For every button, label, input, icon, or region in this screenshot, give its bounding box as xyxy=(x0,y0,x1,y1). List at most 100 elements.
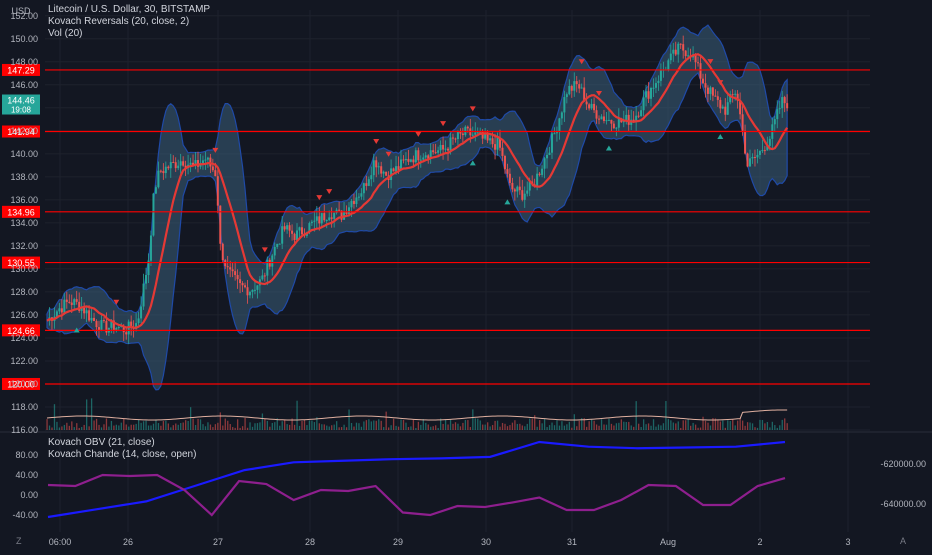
volume-bar xyxy=(328,426,330,430)
volume-bar xyxy=(576,426,578,430)
volume-bar xyxy=(63,424,66,430)
volume-bar xyxy=(261,413,264,430)
candle-body xyxy=(484,134,487,139)
volume-bar xyxy=(586,426,588,430)
indicator-kovach-obv[interactable]: Kovach OBV (21, close) xyxy=(48,437,155,448)
volume-bar xyxy=(249,422,251,430)
volume-bar xyxy=(133,424,135,430)
candle-body xyxy=(617,118,620,128)
volume-bar xyxy=(227,420,229,430)
candle-body xyxy=(647,91,650,99)
lower-left-tick-label: 40.00 xyxy=(15,470,38,480)
volume-bar xyxy=(650,425,652,430)
candle-body xyxy=(216,176,219,206)
candle-body xyxy=(293,233,296,241)
candle-body xyxy=(323,213,326,221)
reversal-up-marker xyxy=(605,145,612,151)
candle-body xyxy=(503,155,506,170)
candle-body xyxy=(360,193,363,197)
volume-bar xyxy=(108,426,110,430)
level-label: 147.29 xyxy=(7,65,35,75)
candle-body xyxy=(489,138,492,141)
candle-body xyxy=(506,169,509,174)
volume-bar xyxy=(529,418,531,430)
volume-bar xyxy=(744,425,746,430)
candle-body xyxy=(140,306,143,319)
volume-bar xyxy=(608,418,610,430)
volume-bar xyxy=(95,418,98,430)
volume-bar xyxy=(363,421,365,430)
auto-scale-toggle[interactable]: A xyxy=(900,536,907,546)
candle-body xyxy=(734,93,737,95)
price-tick-label: 126.00 xyxy=(10,310,38,320)
volume-bar xyxy=(48,425,51,430)
indicator-kovach-chande[interactable]: Kovach Chande (14, close, open) xyxy=(48,449,197,460)
volume-bar xyxy=(531,418,533,430)
volume-bar xyxy=(402,419,405,430)
reversal-down-marker xyxy=(707,59,714,65)
indicator-volume[interactable]: Vol (20) xyxy=(48,28,83,39)
volume-bar xyxy=(600,419,603,430)
volume-bar xyxy=(392,418,395,430)
candle-body xyxy=(523,193,526,200)
candle-body xyxy=(60,308,63,313)
volume-bar xyxy=(301,420,303,430)
candle-body xyxy=(85,310,88,314)
volume-bar xyxy=(704,420,707,430)
candle-body xyxy=(192,162,195,166)
candle-body xyxy=(610,119,613,124)
candle-body xyxy=(719,99,722,109)
volume-bar xyxy=(269,426,271,430)
volume-bar xyxy=(229,424,231,430)
volume-bar xyxy=(603,424,605,430)
volume-bar xyxy=(509,425,511,430)
candle-body xyxy=(229,267,232,270)
reversal-up-marker xyxy=(469,160,476,166)
volume-bar xyxy=(194,424,197,430)
volume-bar xyxy=(469,427,471,430)
volume-bar xyxy=(326,425,328,430)
candle-body xyxy=(479,132,482,134)
candle-body xyxy=(442,144,445,150)
candle-body xyxy=(152,193,155,236)
volume-bar xyxy=(573,414,575,430)
volume-bar xyxy=(123,418,125,430)
volume-bar xyxy=(308,420,311,430)
volume-bar xyxy=(246,427,249,430)
volume-bar xyxy=(615,423,618,430)
symbol-title[interactable]: Litecoin / U.S. Dollar, 30, BITSTAMP xyxy=(48,4,211,15)
volume-bar xyxy=(657,424,660,430)
candle-body xyxy=(414,150,417,163)
candle-body xyxy=(677,43,680,55)
timezone-toggle[interactable]: Z xyxy=(16,536,22,546)
candle-body xyxy=(724,106,727,115)
candle-body xyxy=(521,190,524,200)
level-tag xyxy=(2,63,40,76)
volume-bar xyxy=(110,420,113,430)
volume-bar xyxy=(563,425,566,430)
volume-bar xyxy=(598,425,600,430)
volume-bar xyxy=(732,419,734,430)
indicator-kovach-reversals[interactable]: Kovach Reversals (20, close, 2) xyxy=(48,16,190,27)
candle-body xyxy=(209,157,212,167)
volume-bar xyxy=(642,419,645,430)
volume-bar xyxy=(719,421,722,430)
volume-bar xyxy=(76,423,78,430)
volume-bar xyxy=(407,427,410,430)
candle-body xyxy=(211,166,214,171)
candle-body xyxy=(204,159,207,161)
candle-body xyxy=(481,132,484,139)
reversal-down-marker xyxy=(113,299,120,305)
candle-body xyxy=(355,197,358,204)
candle-body xyxy=(412,159,415,163)
candle-body xyxy=(142,283,145,307)
volume-bar xyxy=(100,427,103,430)
chart-legend: Litecoin / U.S. Dollar, 30, BITSTAMP Kov… xyxy=(48,4,210,40)
candle-body xyxy=(367,179,370,186)
volume-bar xyxy=(551,422,553,430)
volume-bar xyxy=(784,418,786,430)
volume-bar xyxy=(759,419,761,430)
volume-bar xyxy=(464,419,467,430)
